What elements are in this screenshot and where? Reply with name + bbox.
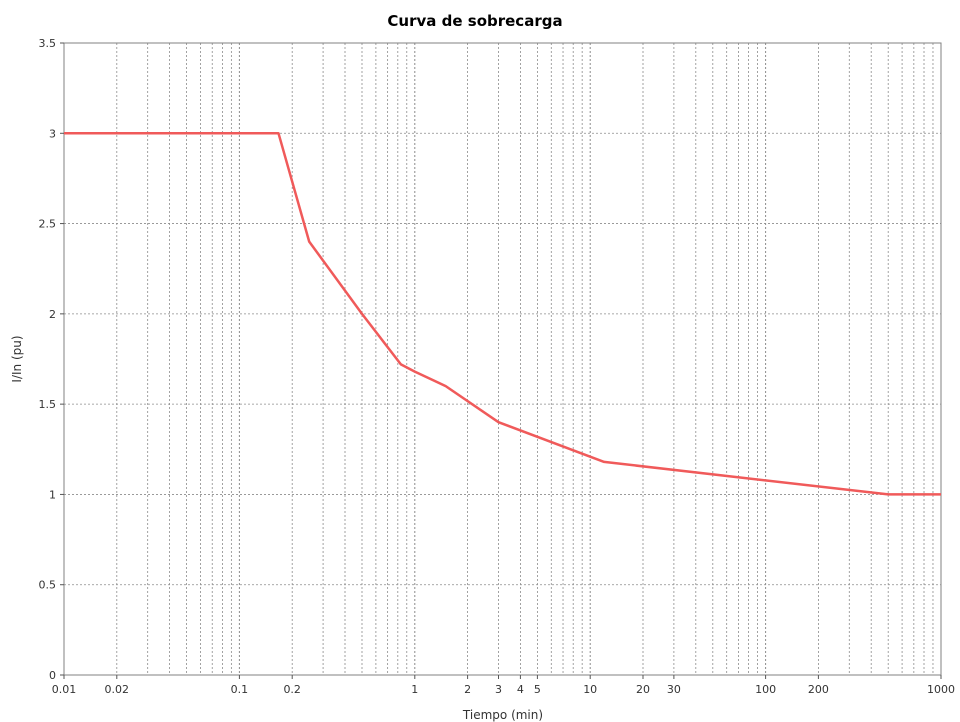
x-tick-label: 0.2 (283, 683, 301, 696)
y-tick-label: 1 (49, 488, 56, 501)
plot-frame (63, 42, 942, 676)
x-tick-label: 10 (583, 683, 597, 696)
tick-labels: 0.01 0.02 0.1 0.2 1 2 3 4 5 10 20 30 100 200 1000 0 0.5 1… (39, 37, 956, 696)
x-tick-label: 1 (411, 683, 418, 696)
y-tick-label: 0 (49, 669, 56, 682)
x-tick-label: 0.1 (231, 683, 249, 696)
x-tick-label: 0.02 (105, 683, 130, 696)
chart-title: Curva de sobrecarga (387, 12, 562, 30)
x-tick-label: 2 (464, 683, 471, 696)
series-line (64, 132, 941, 496)
y-tick-label: 2 (49, 308, 56, 321)
x-tick-label: 100 (755, 683, 776, 696)
x-tick-label: 30 (667, 683, 681, 696)
y-axis-label: I/In (pu) (10, 335, 24, 382)
x-tick-label: 3 (495, 683, 502, 696)
x-tick-label: 200 (808, 683, 829, 696)
y-tick-label: 3 (49, 127, 56, 140)
x-tick-label: 4 (517, 683, 524, 696)
x-tick-label: 0.01 (52, 683, 77, 696)
y-tick-label: 0.5 (39, 579, 57, 592)
y-tick-label: 1.5 (39, 398, 57, 411)
x-tick-label: 20 (636, 683, 650, 696)
y-tick-label: 2.5 (39, 218, 57, 231)
x-axis-label: Tiempo (min) (462, 708, 543, 722)
grid (63, 42, 941, 676)
series-layer (64, 132, 941, 496)
plot-border (63, 42, 942, 676)
x-tick-label: 5 (534, 683, 541, 696)
y-tick-label: 3.5 (39, 37, 57, 50)
x-tick-label: 1000 (927, 683, 955, 696)
